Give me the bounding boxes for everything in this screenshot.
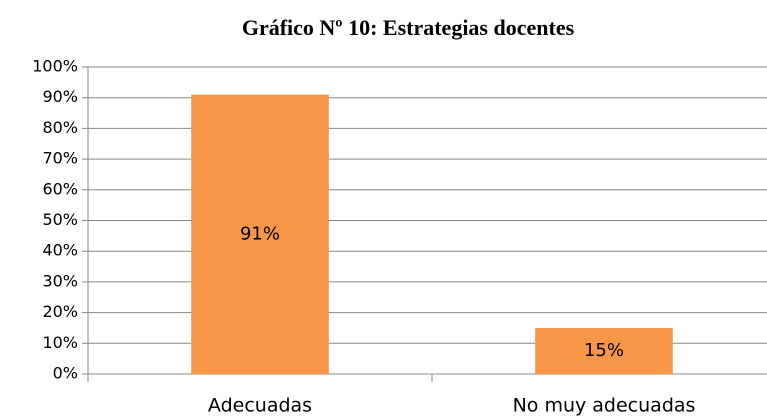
y-tick-label: 0% xyxy=(53,364,78,383)
y-tick-label: 50% xyxy=(42,210,78,229)
y-tick-label: 70% xyxy=(42,149,78,168)
x-tick-label: No muy adecuadas xyxy=(513,395,696,417)
y-tick-label: 10% xyxy=(42,333,78,352)
y-tick-label: 20% xyxy=(42,302,78,321)
bar xyxy=(191,94,329,374)
data-label: 91% xyxy=(240,223,280,244)
y-tick-label: 40% xyxy=(42,241,78,260)
y-tick-label: 100% xyxy=(32,57,78,76)
y-tick-label: 60% xyxy=(42,179,78,198)
y-tick-label: 80% xyxy=(42,118,78,137)
y-tick-label: 90% xyxy=(42,87,78,106)
data-label: 15% xyxy=(584,340,624,361)
bar xyxy=(535,327,673,374)
chart-title: Gráfico Nº 10: Estrategias docentes xyxy=(242,15,575,40)
y-tick-label: 30% xyxy=(42,271,78,290)
x-tick-label: Adecuadas xyxy=(208,395,312,417)
